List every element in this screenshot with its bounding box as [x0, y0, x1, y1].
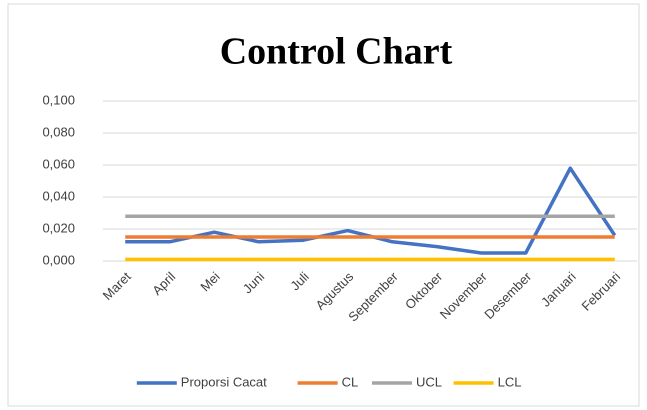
legend-label: Proporsi Cacat [181, 374, 267, 389]
legend-label: CL [342, 374, 359, 389]
legend-label: UCL [416, 374, 442, 389]
y-tick-label: 0,080 [42, 124, 75, 139]
y-tick-label: 0,000 [42, 252, 75, 267]
y-tick-label: 0,060 [42, 156, 75, 171]
y-tick-label: 0,020 [42, 220, 75, 235]
y-tick-label: 0,100 [42, 92, 75, 107]
chart-frame [7, 3, 640, 407]
legend-label: LCL [498, 374, 522, 389]
chart-title: Control Chart [220, 31, 453, 73]
y-tick-label: 0,040 [42, 188, 75, 203]
